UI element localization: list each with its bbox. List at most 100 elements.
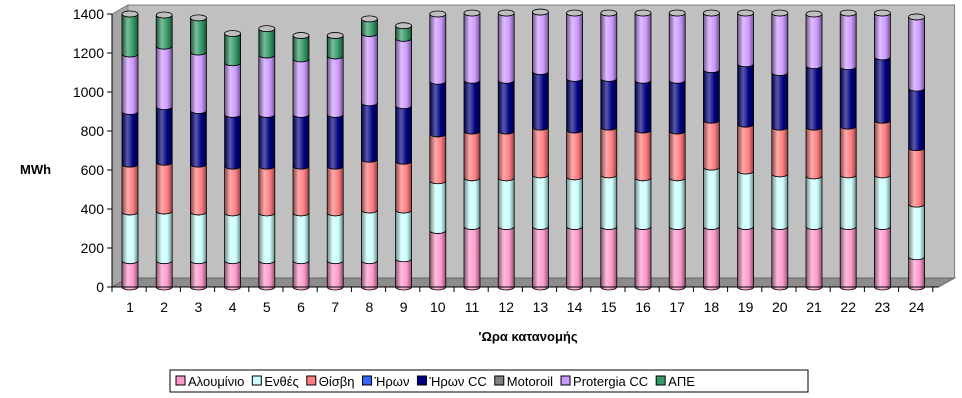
bar-segment [497, 177, 515, 230]
bar-top [224, 30, 242, 37]
bar-top [463, 9, 481, 17]
bar-segment [634, 12, 652, 84]
bar-stack [805, 10, 823, 291]
bar-segment [292, 165, 310, 217]
bar-segment [190, 51, 207, 114]
bar-stack [121, 10, 139, 291]
bar-segment [703, 69, 720, 124]
x-tick-label: 18 [704, 299, 720, 315]
legend-label: Θίσβη [319, 374, 355, 389]
x-tick-label: 22 [840, 299, 856, 315]
x-tick-label: 2 [160, 299, 168, 315]
y-tick-label: 1400 [73, 6, 104, 22]
legend-label: Αλουμίνιο [188, 374, 244, 389]
bar-top [429, 10, 447, 18]
bar-top [566, 9, 583, 17]
bar-top [668, 9, 686, 17]
bar-segment [224, 33, 241, 67]
bar-segment [839, 12, 857, 71]
bar-top [839, 9, 857, 17]
bar-segment [463, 12, 481, 84]
bar-segment [497, 80, 515, 135]
bar-segment [703, 12, 720, 73]
bar-segment [566, 129, 583, 181]
bar-segment [634, 226, 652, 291]
bar-segment [361, 102, 378, 163]
bar-stack [737, 9, 754, 291]
bar-segment [361, 33, 378, 107]
y-tick-label: 0 [96, 279, 104, 295]
bar-segment [874, 226, 891, 291]
legend-label: Ενθές [264, 374, 298, 389]
bar-segment [361, 159, 378, 214]
x-tick-label: 12 [498, 299, 514, 315]
bars [121, 8, 925, 291]
bar-top [292, 32, 310, 39]
y-axis-title: MWh [20, 162, 51, 177]
x-tick-label: 3 [195, 299, 203, 315]
bar-top [326, 32, 344, 39]
bar-segment [908, 87, 925, 151]
bar-segment [224, 62, 241, 118]
bar-segment [155, 46, 173, 110]
bar-segment [190, 110, 207, 168]
legend-swatch [416, 375, 427, 386]
bar-segment [566, 78, 583, 134]
legend-box [169, 369, 809, 393]
bar-stack [429, 10, 447, 291]
bar-segment [737, 170, 754, 230]
bar-segment [121, 111, 139, 168]
bar-segment [258, 260, 276, 291]
bar-segment [532, 226, 549, 291]
bar-segment [874, 12, 891, 61]
bar-segment [532, 126, 549, 179]
legend: Αλουμίνιο Ενθές Θίσβη Ήρων Ήρων CC Motoroil Pr… [169, 369, 809, 393]
bar-top [360, 15, 378, 23]
legend-swatch [655, 375, 666, 386]
bar-top [600, 9, 618, 17]
legend-swatch [494, 375, 505, 386]
bar-stack [155, 11, 173, 291]
bar-stack [566, 9, 583, 291]
bar-top [395, 22, 413, 30]
bar-segment [190, 260, 207, 291]
bar-segment [566, 226, 583, 291]
x-axis-title: 'Ωρα κατανομής [478, 329, 577, 344]
bar-segment [121, 13, 139, 58]
bar-stack [497, 9, 515, 291]
bar-segment [703, 120, 720, 171]
x-tick-label: 4 [229, 299, 237, 315]
bar-segment [463, 177, 481, 230]
bar-segment [463, 226, 481, 291]
bar-segment [703, 226, 720, 291]
bar-segment [532, 11, 549, 75]
bar-top [737, 9, 754, 17]
bar-top [497, 9, 515, 17]
bar-segment [600, 78, 618, 131]
bar-top [189, 14, 207, 22]
y-tick-label: 800 [81, 123, 105, 139]
x-tick-label: 1 [126, 299, 134, 315]
bar-segment [771, 126, 789, 178]
bar-stack [532, 8, 549, 291]
bar-segment [771, 226, 789, 291]
bar-segment [908, 16, 925, 92]
bar-segment [634, 177, 652, 230]
bar-stack [874, 9, 891, 291]
legend-item: Motoroil [494, 374, 553, 389]
bar-stack [189, 14, 207, 291]
x-tick-label: 7 [331, 299, 339, 315]
bar-segment [224, 212, 241, 265]
bar-segment [874, 174, 891, 230]
bar-segment [805, 65, 823, 131]
bar-segment [292, 58, 310, 118]
y-tick-label: 1200 [73, 45, 104, 61]
bar-segment [190, 17, 207, 56]
x-tick-label: 21 [806, 299, 822, 315]
bar-segment [805, 226, 823, 291]
legend-label: Ήρων [374, 374, 410, 389]
bar-segment [326, 165, 344, 217]
x-axis: 1 2 3 4 5 6 7 8 9 10 11 12 13 14 15 16 17 18 19 20 21 22 23 24 [111, 286, 939, 315]
x-tick-label: 24 [909, 299, 925, 315]
bar-segment [771, 72, 789, 131]
